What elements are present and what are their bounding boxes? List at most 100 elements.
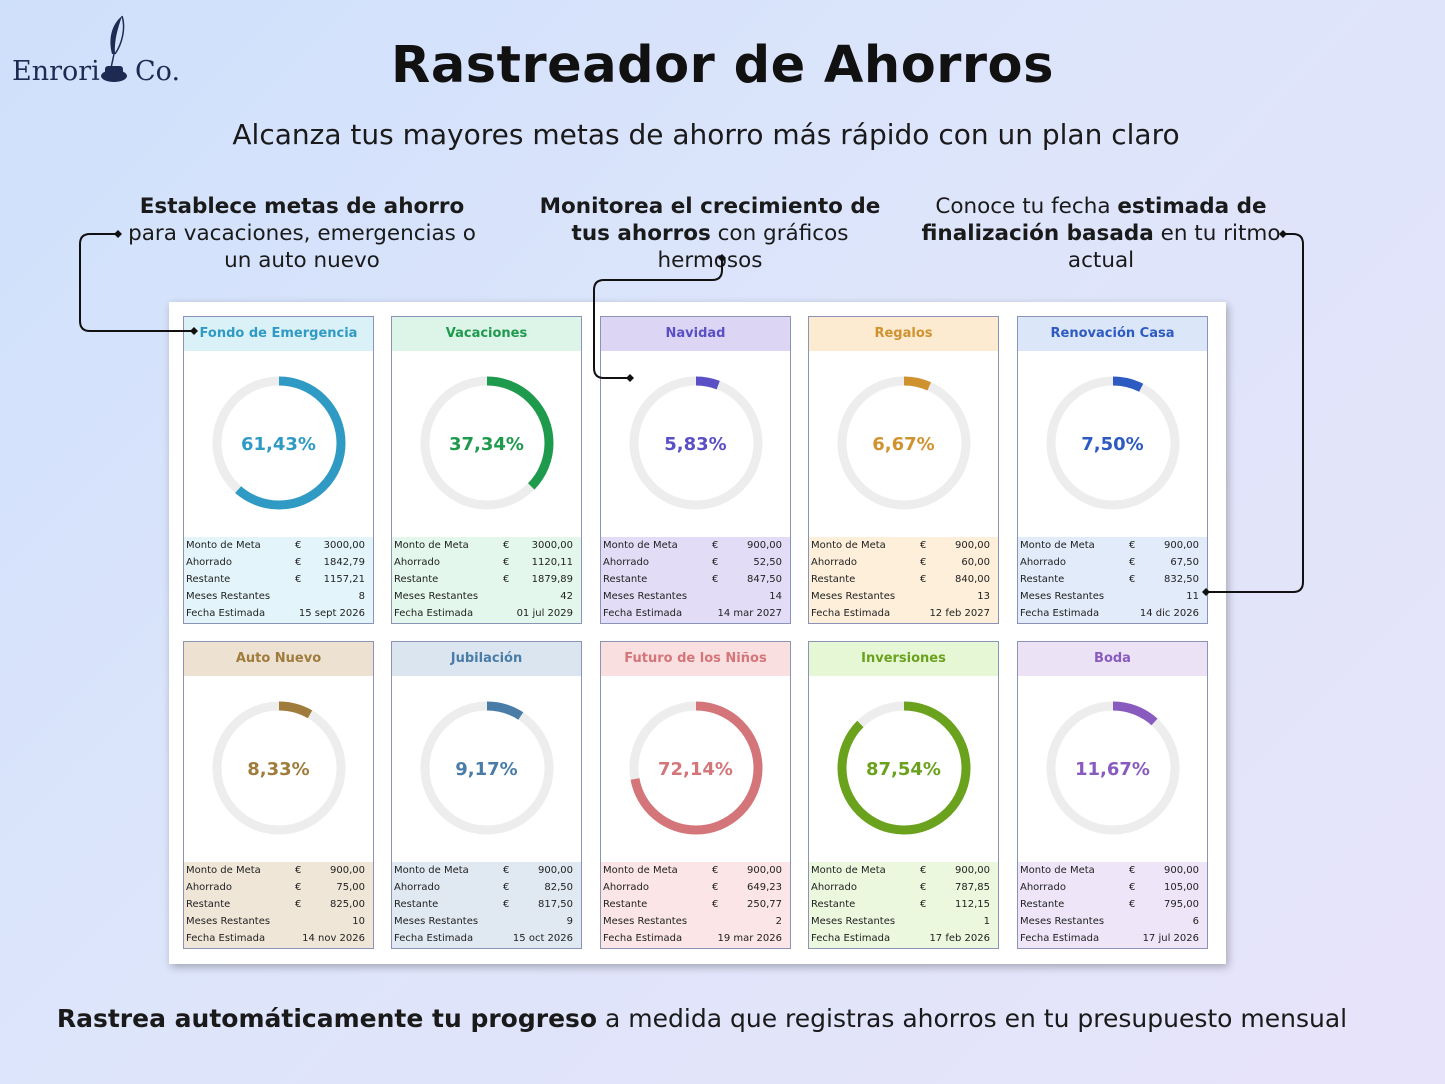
- currency-symbol: €: [712, 574, 719, 585]
- goal-title: Boda: [1018, 642, 1207, 676]
- ring-progress: [420, 701, 554, 835]
- page-title: Rastreador de Ahorros: [391, 36, 1054, 95]
- stat-label: Ahorrado: [186, 557, 232, 568]
- progress-ring: [420, 376, 554, 510]
- stat-label: Restante: [811, 574, 856, 585]
- stat-value: 82,50: [544, 882, 573, 893]
- stat-label: Ahorrado: [1020, 557, 1066, 568]
- goal-title: Jubilación: [392, 642, 581, 676]
- goal-card: Auto Nuevo 8,33% Monto de Meta €900,00 Ahorr…: [183, 641, 374, 949]
- stat-row-date: Fecha Estimada 17 feb 2026: [809, 930, 998, 947]
- stat-row-goal: Monto de Meta €900,00: [1018, 537, 1207, 554]
- progress-gauge: 72,14%: [601, 676, 790, 862]
- ring-progress: [837, 376, 971, 510]
- goal-stats: Monto de Meta €900,00 Ahorrado €75,00 Restan…: [184, 862, 373, 948]
- currency-symbol: €: [712, 557, 719, 568]
- currency-symbol: €: [712, 882, 719, 893]
- callout-text: en tu ritmo actual: [1067, 221, 1281, 273]
- brand-name-right: Co.: [135, 56, 181, 87]
- stat-value: 14: [769, 591, 782, 602]
- footer-bold: Rastrea automáticamente tu progreso: [56, 1004, 598, 1033]
- stat-value: 17 feb 2026: [929, 933, 990, 944]
- stat-value: 01 jul 2029: [516, 608, 573, 619]
- stat-row-months: Meses Restantes 9: [392, 913, 581, 930]
- stat-label: Monto de Meta: [811, 865, 886, 876]
- callout-bold: Monitorea el crecimiento de tus ahorros: [539, 194, 881, 246]
- connector-dot: [626, 374, 634, 382]
- ring-progress: [629, 701, 763, 835]
- stat-value: 13: [977, 591, 990, 602]
- page-subtitle: Alcanza tus mayores metas de ahorro más …: [232, 118, 1180, 151]
- currency-symbol: €: [295, 574, 302, 585]
- progress-percent: 72,14%: [658, 759, 733, 780]
- goal-card: Boda 11,67% Monto de Meta €900,00 Ahorrado €1…: [1017, 641, 1208, 949]
- stat-value: 900,00: [955, 540, 990, 551]
- currency-symbol: €: [712, 865, 719, 876]
- stat-label: Restante: [394, 574, 439, 585]
- stat-value: 1120,11: [531, 557, 573, 568]
- stat-value: 14 mar 2027: [717, 608, 782, 619]
- footer-note: Rastrea automáticamente tu progreso a me…: [0, 1004, 1404, 1033]
- stat-value: 900,00: [1164, 540, 1199, 551]
- ring-progress: [837, 701, 971, 835]
- stat-row-date: Fecha Estimada 14 dic 2026: [1018, 605, 1207, 622]
- stat-row-saved: Ahorrado €787,85: [809, 879, 998, 896]
- stat-label: Monto de Meta: [394, 865, 469, 876]
- stat-row-goal: Monto de Meta €900,00: [184, 862, 373, 879]
- goal-stats: Monto de Meta €3000,00 Ahorrado €1842,79 Res…: [184, 537, 373, 623]
- stat-row-date: Fecha Estimada 14 nov 2026: [184, 930, 373, 947]
- stat-label: Ahorrado: [394, 557, 440, 568]
- currency-symbol: €: [1129, 574, 1136, 585]
- stat-row-date: Fecha Estimada 14 mar 2027: [601, 605, 790, 622]
- progress-percent: 11,67%: [1075, 759, 1150, 780]
- stat-value: 15 oct 2026: [512, 933, 573, 944]
- stat-label: Restante: [1020, 899, 1065, 910]
- stat-row-remaining: Restante €1157,21: [184, 571, 373, 588]
- stat-label: Ahorrado: [811, 882, 857, 893]
- stat-label: Meses Restantes: [186, 591, 271, 602]
- stat-value: 787,85: [955, 882, 990, 893]
- stat-label: Monto de Meta: [811, 540, 886, 551]
- callout-text: para vacaciones, emergencias o un auto n…: [128, 221, 476, 273]
- stat-row-saved: Ahorrado €75,00: [184, 879, 373, 896]
- stat-value: 3000,00: [323, 540, 365, 551]
- currency-symbol: €: [712, 899, 719, 910]
- stat-label: Ahorrado: [603, 882, 649, 893]
- stat-value: 75,00: [336, 882, 365, 893]
- stat-row-goal: Monto de Meta €900,00: [1018, 862, 1207, 879]
- callout-text: con gráficos hermosos: [657, 221, 849, 273]
- currency-symbol: €: [920, 882, 927, 893]
- stat-label: Fecha Estimada: [394, 608, 474, 619]
- stat-row-remaining: Restante €847,50: [601, 571, 790, 588]
- currency-symbol: €: [295, 899, 302, 910]
- stat-value: 15 sept 2026: [298, 608, 365, 619]
- callout-set-goals: Establece metas de ahorro para vacacione…: [120, 193, 484, 274]
- stat-value: 3000,00: [531, 540, 573, 551]
- stat-label: Restante: [603, 574, 648, 585]
- progress-ring: [629, 376, 763, 510]
- progress-gauge: 7,50%: [1018, 351, 1207, 537]
- connector-line-right: [1206, 233, 1304, 593]
- stat-value: 1842,79: [323, 557, 365, 568]
- stat-label: Restante: [186, 574, 231, 585]
- brand-name-left: Enrori: [12, 56, 100, 87]
- stat-value: 14 dic 2026: [1139, 608, 1199, 619]
- progress-ring: [1046, 701, 1180, 835]
- goal-card: Regalos 6,67% Monto de Meta €900,00 Ahorrado…: [808, 316, 999, 624]
- stat-value: 900,00: [955, 865, 990, 876]
- progress-gauge: 9,17%: [392, 676, 581, 862]
- stat-label: Restante: [1020, 574, 1065, 585]
- progress-percent: 8,33%: [247, 759, 310, 780]
- currency-symbol: €: [1129, 882, 1136, 893]
- currency-symbol: €: [920, 540, 927, 551]
- stat-row-date: Fecha Estimada 15 sept 2026: [184, 605, 373, 622]
- progress-ring: [1046, 376, 1180, 510]
- stat-row-date: Fecha Estimada 01 jul 2029: [392, 605, 581, 622]
- stat-value: 60,00: [961, 557, 990, 568]
- currency-symbol: €: [920, 574, 927, 585]
- stat-label: Restante: [186, 899, 231, 910]
- stat-row-date: Fecha Estimada 12 feb 2027: [809, 605, 998, 622]
- goal-title: Vacaciones: [392, 317, 581, 351]
- stat-label: Monto de Meta: [603, 540, 678, 551]
- stat-value: 6: [1192, 916, 1199, 927]
